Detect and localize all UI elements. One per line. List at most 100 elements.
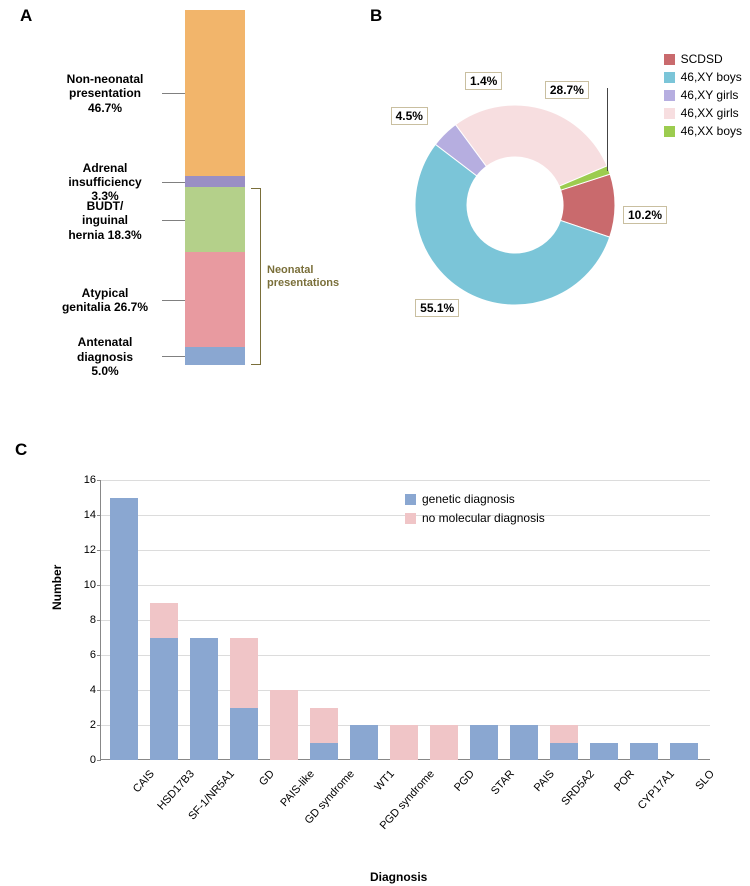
stacked-seg-label: Adrenalinsufficiency3.3% [50,161,160,204]
bar-genetic [110,498,138,761]
legend-row: no molecular diagnosis [405,509,545,528]
ytick-label: 6 [80,649,96,661]
legend-swatch [664,54,675,65]
ytick-label: 4 [80,684,96,696]
bar-nomol [270,690,298,760]
legend-swatch [664,72,675,83]
bar-genetic [670,743,698,761]
legend-row: genetic diagnosis [405,490,545,509]
donut-leader [607,88,608,171]
legend-row: 46,XX boys [664,122,742,140]
bar-nomol [150,603,178,638]
ytick-mark [97,585,101,586]
bar-genetic [470,725,498,760]
ytick-mark [97,620,101,621]
stacked-seg [185,347,245,365]
stacked-seg [185,176,245,188]
bar-group [310,480,338,760]
panel-c-label: C [15,440,27,460]
ytick-label: 2 [80,719,96,731]
legend-row: 46,XY girls [664,86,742,104]
leader-line [162,93,185,94]
donut-legend: SCDSD46,XY boys46,XY girls46,XX girls46,… [664,50,742,140]
ytick-mark [97,550,101,551]
x-axis-label: Diagnosis [370,870,427,884]
legend-text: 46,XX boys [681,122,742,140]
legend-row: 46,XY boys [664,68,742,86]
bar-genetic [350,725,378,760]
stacked-bar [185,10,245,365]
ytick-mark [97,760,101,761]
ytick-mark [97,725,101,726]
bar-group [270,480,298,760]
ytick-label: 16 [80,474,96,486]
bar-nomol [550,725,578,743]
bar-nomol [430,725,458,760]
leader-line [162,182,185,183]
bar-group [190,480,218,760]
legend-text: 46,XY girls [681,86,739,104]
donut-svg [410,100,620,310]
bar-genetic [590,743,618,761]
leader-line [162,300,185,301]
bar-group [550,480,578,760]
bracket-shape [251,188,261,366]
stacked-seg-label: BUDT/inguinalhernia 18.3% [50,199,160,242]
stacked-seg-label: Non-neonatalpresentation46.7% [50,72,160,115]
legend-text: genetic diagnosis [422,490,515,509]
bar-genetic [630,743,658,761]
panel-a-label: A [20,6,32,26]
bar-group [630,480,658,760]
stacked-seg-label: Antenataldiagnosis5.0% [50,335,160,378]
panel-c: C Number 0246810121416 CAISHSD17B3SF-1/N… [35,440,735,880]
stacked-seg-label: Atypicalgenitalia 26.7% [50,286,160,315]
donut-chart [410,100,620,310]
y-axis-label: Number [50,565,64,610]
ytick-mark [97,515,101,516]
bar-legend: genetic diagnosisno molecular diagnosis [405,490,545,528]
donut-slice-label: 10.2% [623,206,667,224]
ytick-label: 10 [80,579,96,591]
ytick-label: 8 [80,614,96,626]
bar-genetic [310,743,338,761]
bar-genetic [190,638,218,761]
ytick-mark [97,480,101,481]
bar-group [110,480,138,760]
legend-text: SCDSD [681,50,723,68]
bar-genetic [150,638,178,761]
legend-text: no molecular diagnosis [422,509,545,528]
ytick-mark [97,690,101,691]
panel-b-label: B [370,6,382,26]
legend-swatch [664,108,675,119]
bar-nomol [310,708,338,743]
stacked-seg [185,10,245,176]
legend-swatch [664,90,675,101]
bar-genetic [550,743,578,761]
bar-group [670,480,698,760]
legend-swatch [405,513,416,524]
bracket-label: Neonatalpresentations [267,264,339,290]
legend-swatch [664,126,675,137]
bar-nomol [390,725,418,760]
legend-row: SCDSD [664,50,742,68]
bar-group [150,480,178,760]
bar-group [590,480,618,760]
donut-slice-label: 55.1% [415,299,459,317]
ytick-label: 14 [80,509,96,521]
legend-swatch [405,494,416,505]
stacked-seg [185,187,245,252]
panel-b: B 10.2% 55.1% 4.5% 28.7% 1.4% SCDSD46,XY boy… [370,0,750,420]
stacked-seg [185,252,245,347]
leader-line [162,220,185,221]
bar-nomol [230,638,258,708]
donut-slice-label: 28.7% [545,81,589,99]
donut-slice-label: 1.4% [465,72,502,90]
bar-genetic [510,725,538,760]
bar-group [230,480,258,760]
donut-slice-label: 4.5% [391,107,428,125]
legend-row: 46,XX girls [664,104,742,122]
legend-text: 46,XX girls [681,104,739,122]
legend-text: 46,XY boys [681,68,742,86]
ytick-label: 12 [80,544,96,556]
panel-a: A Non-neonatalpresentation46.7% Adrenalin… [0,0,380,450]
